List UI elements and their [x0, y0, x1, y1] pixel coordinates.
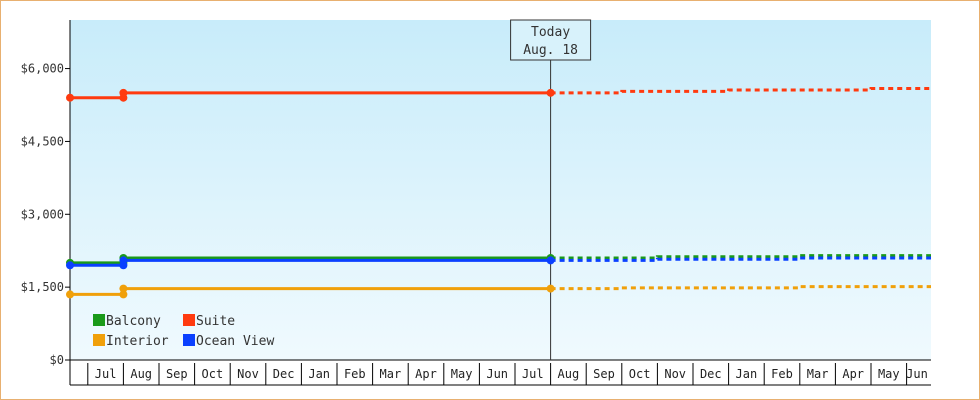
month-label: Nov — [664, 367, 686, 381]
month-label: Sep — [166, 367, 188, 381]
legend: Balcony Suite Interior Ocean View — [93, 314, 274, 349]
legend-label-suite: Suite — [196, 314, 235, 329]
legend-label-balcony: Balcony — [106, 314, 161, 329]
today-date: Aug. 18 — [523, 43, 578, 58]
month-axis: Jul Aug Sep Oct Nov Dec Jan Feb Mar Apr May Jun Jul A… — [70, 363, 931, 386]
series-suite-point — [66, 93, 74, 102]
legend-label-ocean-view: Ocean View — [196, 334, 274, 349]
series-interior-forecast — [550, 285, 931, 291]
month-label: Mar — [380, 367, 402, 381]
series-suite-point — [119, 88, 128, 97]
month-label: May — [878, 367, 900, 381]
legend-swatch-balcony — [93, 314, 105, 326]
month-label: Jan — [308, 367, 330, 381]
series-balcony-forecast — [550, 254, 931, 260]
month-label: Feb — [771, 367, 793, 381]
y-tick-label: $4,500 — [21, 134, 64, 148]
series-suite-forecast — [550, 86, 931, 95]
month-label: Apr — [842, 367, 864, 381]
month-label: Oct — [629, 367, 651, 381]
month-label: Jun — [906, 367, 928, 381]
month-label: Jul — [522, 367, 544, 381]
legend-swatch-interior — [93, 334, 105, 346]
y-tick-label: $0 — [50, 353, 64, 367]
series-ocean-view-point — [66, 261, 74, 270]
series-suite-point — [546, 88, 555, 97]
legend-swatch-suite — [183, 314, 195, 326]
y-tick-label: $3,000 — [21, 207, 64, 221]
month-label: May — [451, 367, 473, 381]
month-label: Sep — [593, 367, 615, 381]
legend-label-interior: Interior — [106, 334, 169, 349]
today-label: Today — [531, 25, 570, 40]
series-ocean-view-forecast — [550, 256, 931, 262]
y-tick-label: $1,500 — [21, 280, 64, 294]
month-label: Apr — [415, 367, 437, 381]
month-label: Mar — [807, 367, 829, 381]
legend-swatch-ocean-view — [183, 334, 195, 346]
month-label: Oct — [202, 367, 224, 381]
month-label: Jan — [736, 367, 758, 381]
series-lines — [66, 86, 931, 299]
month-label: Dec — [700, 367, 722, 381]
today-marker: Today Aug. 18 — [510, 19, 592, 360]
series-interior-point — [546, 284, 555, 293]
series-ocean-view-point — [546, 256, 555, 265]
month-label: Aug — [558, 367, 580, 381]
today-box — [510, 19, 592, 61]
series-interior-point — [66, 290, 74, 299]
series-ocean-view-point — [119, 256, 128, 265]
month-label: Jul — [95, 367, 117, 381]
month-label: Aug — [130, 367, 152, 381]
series-interior-point — [119, 284, 128, 293]
month-label: Jun — [486, 367, 508, 381]
axes: $0 $1,500 $3,000 $4,500 $6,000 — [21, 20, 931, 385]
series-interior-point — [119, 290, 128, 299]
month-label: Nov — [237, 367, 259, 381]
month-label: Dec — [273, 367, 295, 381]
month-label: Feb — [344, 367, 366, 381]
y-tick-label: $6,000 — [21, 62, 64, 76]
plot-area — [70, 20, 931, 360]
